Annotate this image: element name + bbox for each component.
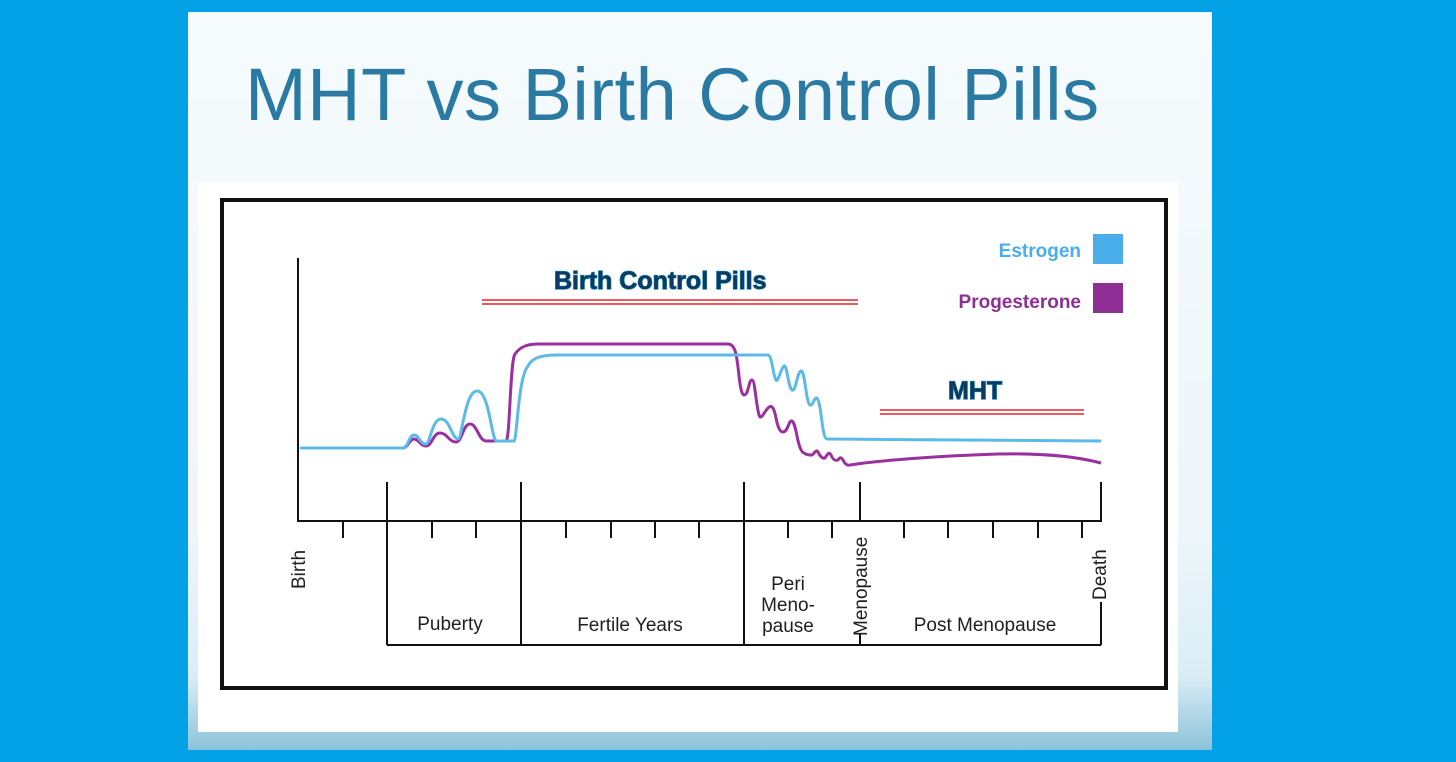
estrogen-curve bbox=[300, 353, 1102, 450]
death-label: Death bbox=[1090, 549, 1111, 600]
stage-perimenopause-label-line3: pause bbox=[762, 616, 814, 637]
diagram-frame bbox=[220, 198, 1168, 690]
stage-perimenopause-label-line2: Meno- bbox=[761, 595, 815, 616]
figure-panel: Birth Control Pills MHT Estrogen Progest… bbox=[198, 182, 1178, 732]
slide-title: MHT vs Birth Control Pills bbox=[245, 53, 1100, 136]
menopause-label: Menopause bbox=[851, 537, 872, 636]
progesterone-curve bbox=[300, 342, 1102, 467]
legend-progesterone-label: Progesterone bbox=[959, 292, 1081, 313]
birth-control-callout: Birth Control Pills bbox=[554, 267, 767, 295]
stage-post-menopause-label: Post Menopause bbox=[914, 615, 1057, 636]
birth-label: Birth bbox=[289, 550, 310, 589]
stage-puberty-label: Puberty bbox=[417, 614, 483, 635]
hormone-timeline-diagram: Birth Control Pills MHT Estrogen Progest… bbox=[220, 198, 1168, 690]
stage-fertile-years-label: Fertile Years bbox=[577, 615, 683, 636]
axis-minor-ticks bbox=[342, 521, 1083, 538]
mht-callout: MHT bbox=[948, 377, 1002, 405]
legend-progesterone-swatch bbox=[1093, 283, 1123, 313]
stage-perimenopause-label-line1: Peri bbox=[771, 574, 805, 595]
legend-estrogen-swatch bbox=[1093, 234, 1123, 264]
legend-estrogen-label: Estrogen bbox=[999, 241, 1081, 262]
